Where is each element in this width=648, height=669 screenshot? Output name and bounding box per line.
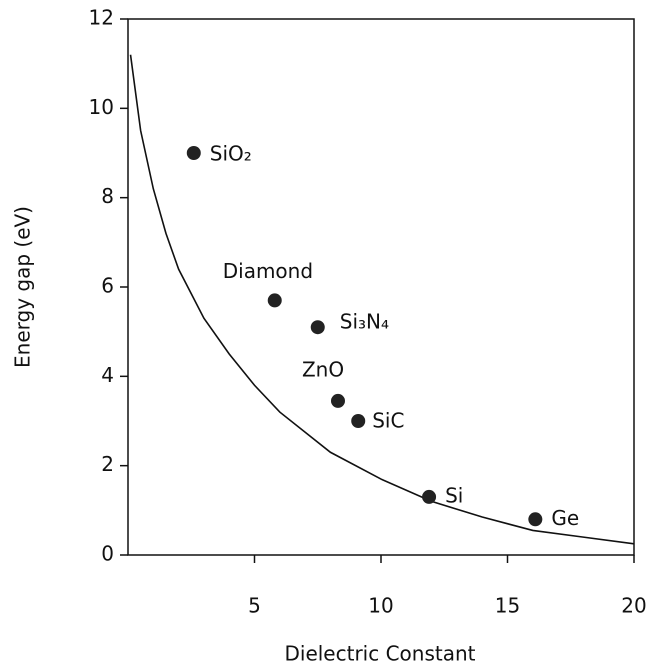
- y-tick-label: 8: [101, 184, 114, 208]
- point-label: SiC: [372, 409, 404, 433]
- data-point: [528, 512, 542, 526]
- chart: Dielectric Constant Energy gap (eV) 0 2 4 6…: [0, 0, 648, 669]
- data-point: [422, 490, 436, 504]
- data-point: [351, 414, 365, 428]
- point-label: Ge: [551, 506, 579, 530]
- point-label: ZnO: [302, 357, 344, 381]
- plot-frame: [128, 19, 634, 555]
- trend-curve: [131, 55, 634, 544]
- y-tick-label: 4: [101, 363, 114, 387]
- x-tick-label: 5: [248, 594, 261, 618]
- y-tick-label: 12: [89, 6, 114, 30]
- y-tick-label: 0: [101, 542, 114, 566]
- point-label: Si₃N₄: [340, 310, 389, 334]
- data-point: [331, 394, 345, 408]
- point-label: SiO₂: [210, 142, 252, 166]
- x-tick-label: 10: [368, 594, 393, 618]
- data-point: [268, 293, 282, 307]
- y-tick-label: 6: [101, 274, 114, 298]
- y-tick-label: 2: [101, 452, 114, 476]
- y-axis-label: Energy gap (eV): [11, 206, 35, 368]
- data-point: [187, 146, 201, 160]
- point-label: Diamond: [223, 259, 313, 283]
- x-axis-label: Dielectric Constant: [284, 642, 475, 666]
- x-tick-label: 20: [621, 594, 646, 618]
- point-label: Si: [445, 483, 463, 507]
- y-tick-label: 10: [89, 95, 114, 119]
- x-tick-label: 15: [495, 594, 520, 618]
- data-point: [311, 320, 325, 334]
